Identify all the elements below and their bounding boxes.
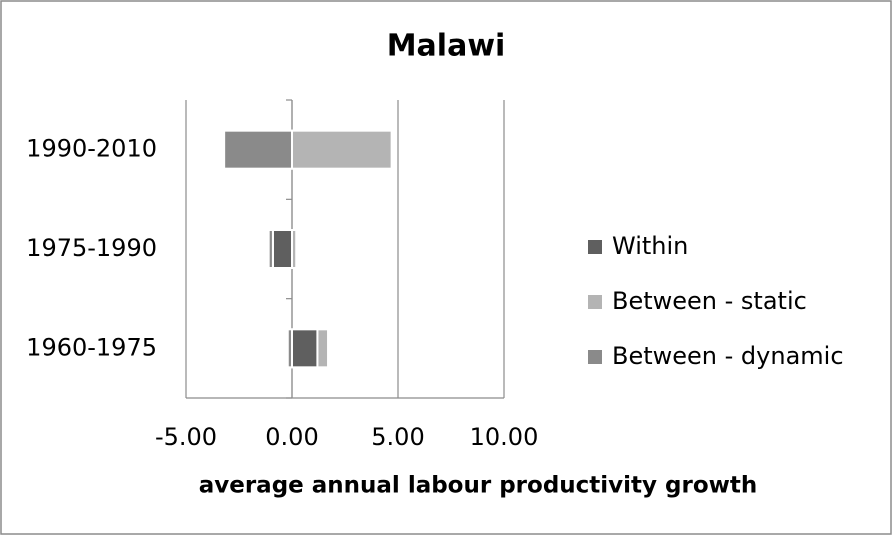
y-tick-label: 1975-1990 [26,234,157,262]
legend-label: Between - dynamic [612,342,844,370]
y-tick-label: 1990-2010 [26,135,157,163]
legend-swatch [588,350,602,364]
x-tick-label: 5.00 [371,423,424,451]
bar [223,129,293,170]
bar [291,129,393,170]
x-tick-label: 10.00 [470,423,539,451]
legend-label: Within [612,232,688,260]
legend-swatch [588,240,602,254]
legend-label: Between - static [612,287,807,315]
x-tick-label: 0.00 [265,423,318,451]
bar [291,328,319,369]
bar [271,229,294,269]
bar [291,229,298,269]
bar [286,328,294,369]
x-axis-label: average annual labour productivity growt… [199,473,758,499]
legend-swatch [588,295,602,309]
x-tick-label: -5.00 [155,423,217,451]
bar [267,229,274,269]
y-tick-label: 1960-1975 [26,333,157,361]
bar [316,328,330,369]
chart-title: Malawi [387,29,506,64]
